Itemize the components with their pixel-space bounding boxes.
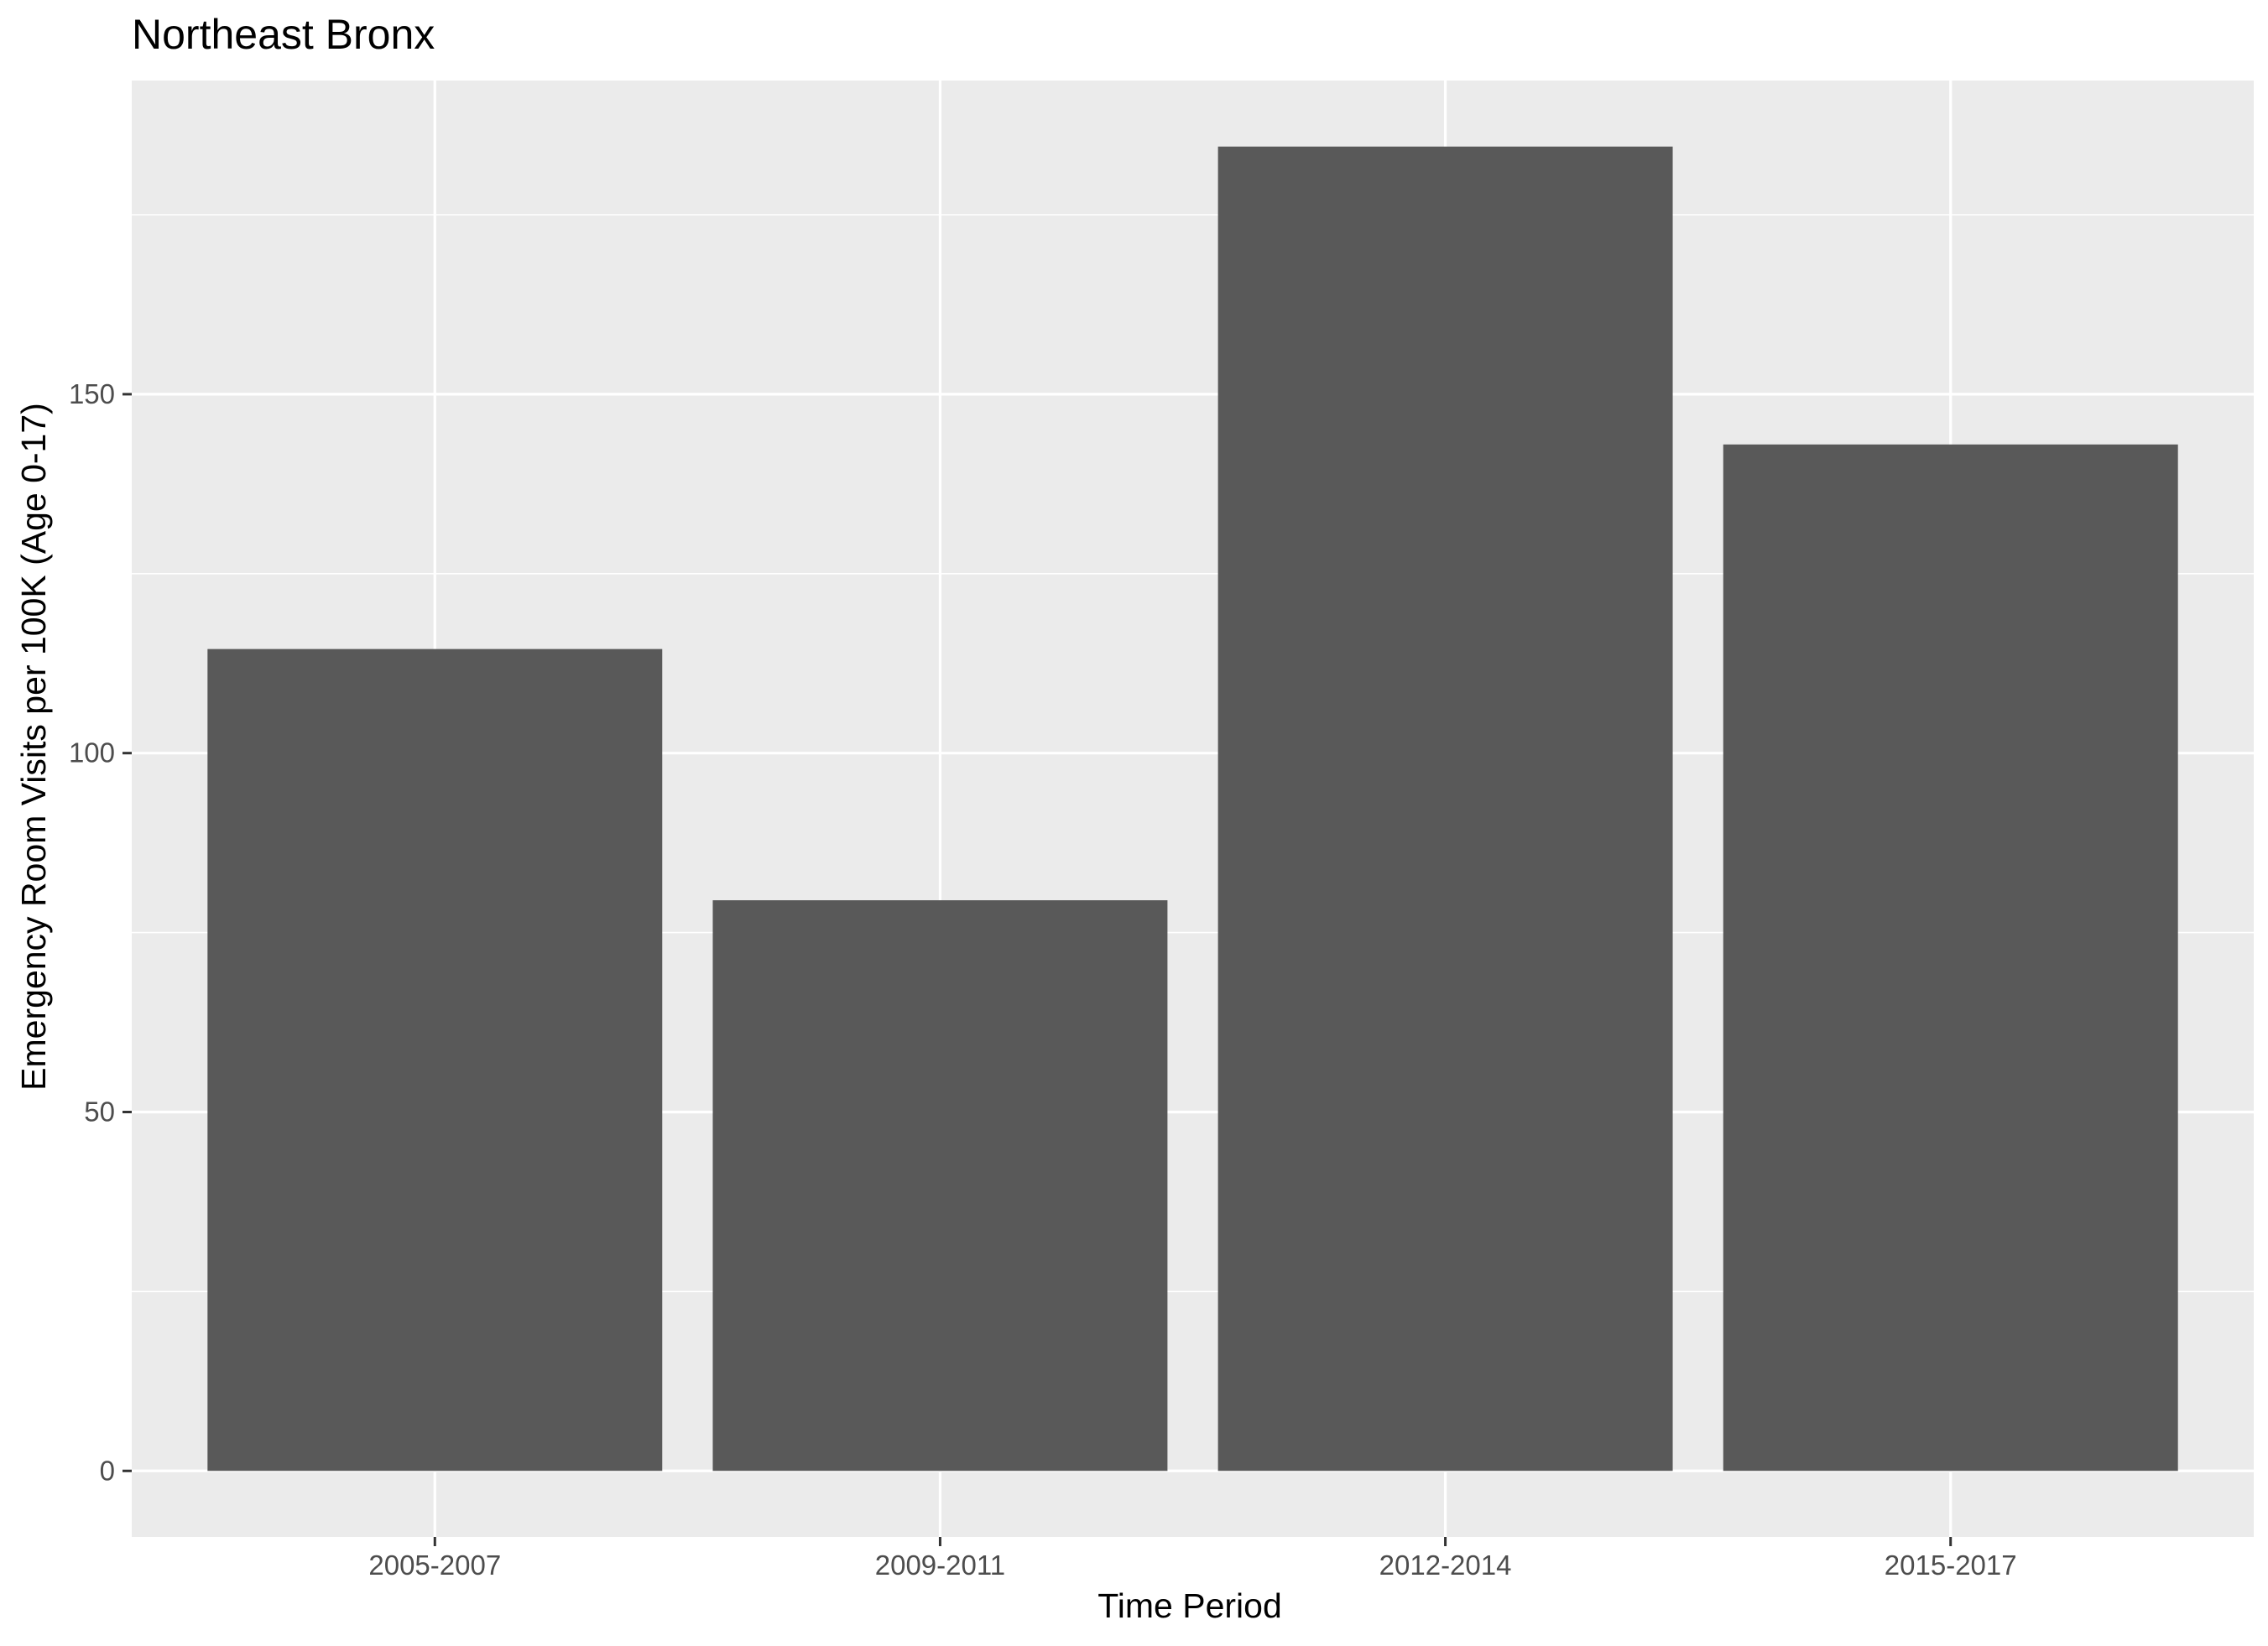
bar-2009-2011 <box>712 900 1168 1472</box>
x-tick-label: 2015-2017 <box>1885 1550 2017 1581</box>
x-axis-title: Time Period <box>1098 1586 1282 1625</box>
x-tick-label: 2012-2014 <box>1379 1550 1512 1581</box>
y-tick-label: 100 <box>69 737 115 768</box>
bar-2015-2017 <box>1723 444 2178 1472</box>
bar-2005-2007 <box>207 649 663 1472</box>
y-tick-label: 150 <box>69 378 115 409</box>
bars <box>207 146 2178 1472</box>
y-axis-title: Emergency Room Visits per 100K (Age 0-17… <box>14 403 53 1091</box>
chart-title: Northeast Bronx <box>132 11 435 58</box>
x-tick-label: 2009-2011 <box>875 1550 1005 1581</box>
x-axis: 2005-2007 2009-2011 2012-2014 2015-2017 <box>368 1537 2017 1581</box>
x-tick-label: 2005-2007 <box>368 1550 501 1581</box>
y-tick-label: 0 <box>100 1455 115 1486</box>
bar-2012-2014 <box>1217 146 1673 1472</box>
y-axis: 0 50 100 150 <box>69 378 132 1486</box>
y-tick-label: 50 <box>84 1096 115 1127</box>
